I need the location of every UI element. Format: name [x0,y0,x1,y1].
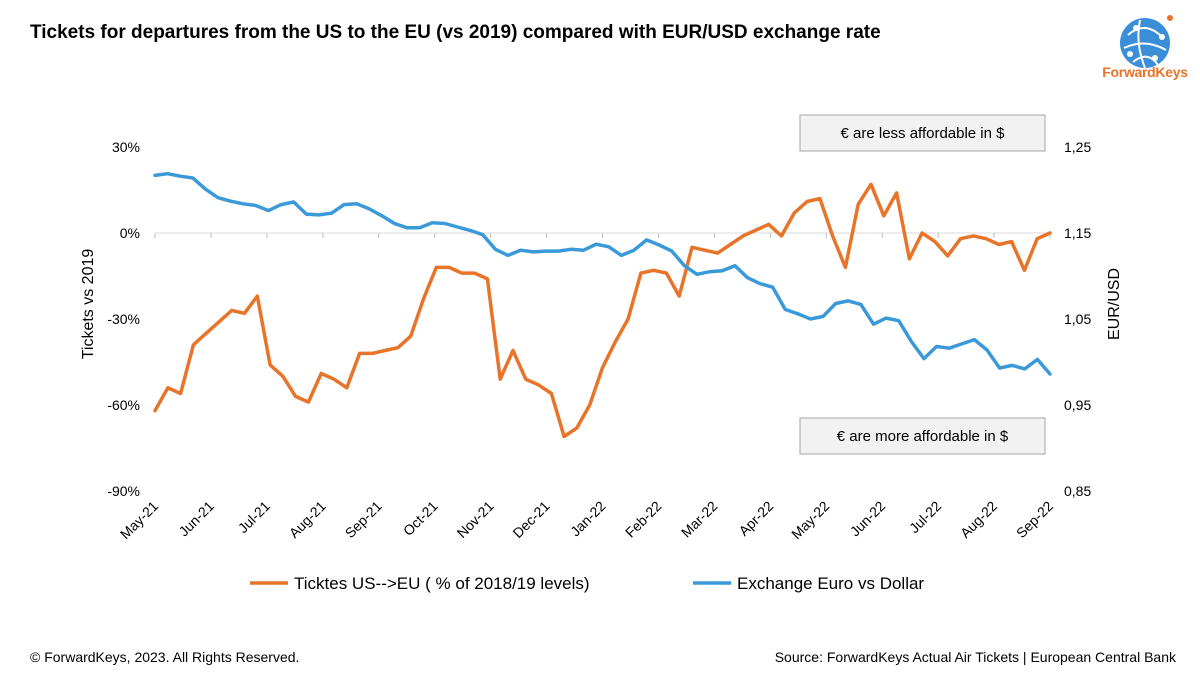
annotation-box [799,114,1046,152]
x-tick-label: Jul-21 [235,498,273,536]
legend: Ticktes US-->EU ( % of 2018/19 levels) Ex… [250,574,924,593]
x-tick-label: Sep-21 [342,498,385,541]
chart-title: Tickets for departures from the US to th… [30,22,881,43]
legend-label: Ticktes US-->EU ( % of 2018/19 levels) [294,574,590,593]
left-tick-label: -60% [107,397,140,413]
annotation-box [799,417,1046,455]
x-tick-label: Jun-21 [175,498,217,540]
x-tick-label: Mar-22 [678,498,721,541]
x-tick-label: Jan-22 [567,498,609,540]
exchange-rate-series-line [153,171,1052,376]
left-tick-label: -90% [107,483,140,499]
right-tick-label: 1,25 [1064,139,1091,155]
left-tick-label: 30% [112,139,140,155]
right-tick-label: 0,95 [1064,397,1091,413]
left-axis-title: Tickets vs 2019 [80,249,97,360]
annotation-text: € are more affordable in $ [837,428,1009,445]
x-tick-label: Aug-21 [286,498,329,541]
logo-wordmark: ForwardKeys [1102,64,1188,80]
annotations: € are less affordable in $ € are more aff… [799,114,1046,455]
right-tick-label: 0,85 [1064,483,1091,499]
source-note: Source: ForwardKeys Actual Air Tickets |… [774,649,1176,665]
right-axis-title: EUR/USD [1106,268,1123,340]
gridlines [154,232,1051,238]
annotation-text: € are less affordable in $ [841,125,1006,142]
series-lines [153,171,1052,439]
x-tick-label: May-22 [788,498,832,542]
x-tick-label: Feb-22 [622,498,665,541]
x-tick-label: Apr-22 [735,498,776,539]
x-tick-label: Oct-21 [400,498,441,539]
left-tick-label: 0% [120,225,140,241]
right-tick-label: 1,15 [1064,225,1091,241]
tickets-series-line [153,182,1052,439]
x-tick-label: Nov-21 [454,498,497,541]
x-tick-label: Jun-22 [847,498,889,540]
left-tick-label: -30% [107,311,140,327]
x-tick-label: Sep-22 [1013,498,1056,541]
x-tick-label: Dec-21 [509,498,552,541]
x-tick-label: Aug-22 [957,498,1000,541]
copyright-note: © ForwardKeys, 2023. All Rights Reserved… [30,649,300,665]
x-tick-label: Jul-22 [906,498,944,536]
legend-label: Exchange Euro vs Dollar [737,574,924,593]
right-tick-label: 1,05 [1064,311,1091,327]
x-tick-label: May-21 [117,498,161,542]
forwardkeys-logo [1120,15,1173,69]
